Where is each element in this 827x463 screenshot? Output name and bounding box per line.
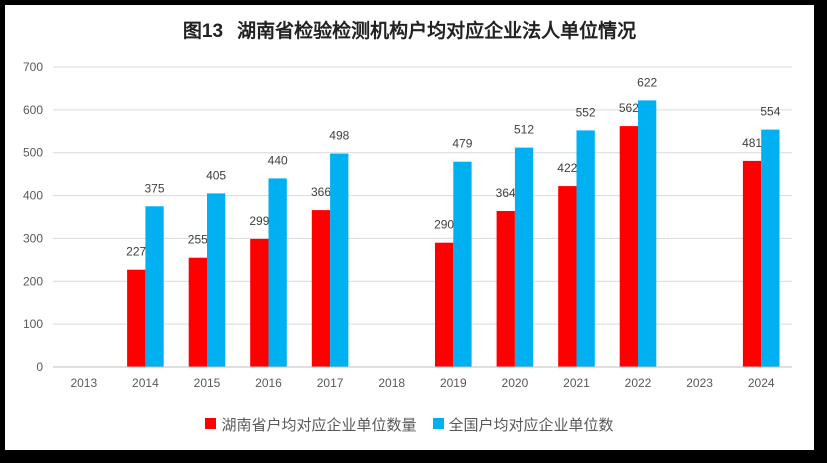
svg-text:440: 440 — [268, 153, 288, 167]
svg-text:479: 479 — [452, 137, 472, 151]
svg-text:366: 366 — [311, 185, 331, 199]
svg-text:600: 600 — [23, 103, 43, 117]
svg-text:0: 0 — [36, 360, 43, 374]
svg-text:562: 562 — [619, 101, 639, 115]
svg-text:405: 405 — [206, 168, 226, 182]
svg-text:2022: 2022 — [625, 376, 652, 390]
svg-text:700: 700 — [23, 60, 43, 74]
svg-text:498: 498 — [329, 129, 349, 143]
svg-text:364: 364 — [496, 186, 516, 200]
svg-text:400: 400 — [23, 189, 43, 203]
svg-text:2017: 2017 — [317, 376, 344, 390]
svg-text:300: 300 — [23, 231, 43, 245]
svg-text:2013: 2013 — [70, 376, 97, 390]
svg-text:422: 422 — [557, 161, 577, 175]
svg-text:227: 227 — [126, 245, 146, 259]
svg-text:2014: 2014 — [132, 376, 159, 390]
svg-text:512: 512 — [514, 123, 534, 137]
svg-text:552: 552 — [576, 105, 596, 119]
svg-text:200: 200 — [23, 274, 43, 288]
svg-text:2019: 2019 — [440, 376, 467, 390]
svg-text:2016: 2016 — [255, 376, 282, 390]
svg-text:255: 255 — [188, 233, 208, 247]
svg-text:481: 481 — [742, 136, 762, 150]
svg-text:100: 100 — [23, 317, 43, 331]
svg-text:2023: 2023 — [686, 376, 713, 390]
svg-text:2024: 2024 — [748, 376, 775, 390]
svg-text:2021: 2021 — [563, 376, 590, 390]
svg-text:622: 622 — [637, 75, 657, 89]
svg-text:2018: 2018 — [378, 376, 405, 390]
svg-text:299: 299 — [249, 214, 269, 228]
svg-text:375: 375 — [144, 181, 164, 195]
svg-text:2020: 2020 — [502, 376, 529, 390]
svg-text:554: 554 — [760, 105, 780, 119]
svg-text:2015: 2015 — [194, 376, 221, 390]
svg-text:290: 290 — [434, 218, 454, 232]
svg-text:500: 500 — [23, 146, 43, 160]
